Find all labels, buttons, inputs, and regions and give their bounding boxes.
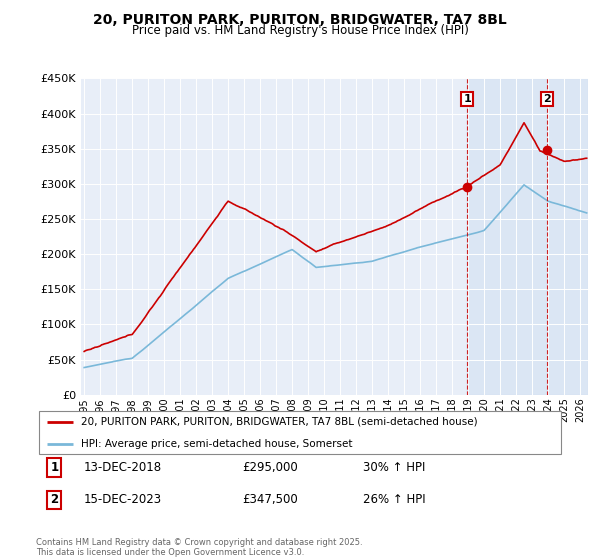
- Text: Price paid vs. HM Land Registry's House Price Index (HPI): Price paid vs. HM Land Registry's House …: [131, 24, 469, 37]
- Text: HPI: Average price, semi-detached house, Somerset: HPI: Average price, semi-detached house,…: [81, 438, 352, 449]
- Text: 15-DEC-2023: 15-DEC-2023: [83, 493, 161, 506]
- Bar: [467, 78, 588, 395]
- Text: 1: 1: [464, 94, 471, 104]
- Text: 26% ↑ HPI: 26% ↑ HPI: [364, 493, 426, 506]
- Text: Contains HM Land Registry data © Crown copyright and database right 2025.
This d: Contains HM Land Registry data © Crown c…: [36, 538, 362, 557]
- Text: 30% ↑ HPI: 30% ↑ HPI: [364, 461, 426, 474]
- FancyBboxPatch shape: [38, 411, 562, 454]
- Text: 2: 2: [544, 94, 551, 104]
- Text: 2: 2: [50, 493, 59, 506]
- Text: 20, PURITON PARK, PURITON, BRIDGWATER, TA7 8BL (semi-detached house): 20, PURITON PARK, PURITON, BRIDGWATER, T…: [81, 417, 478, 427]
- Text: 1: 1: [50, 461, 59, 474]
- Text: £295,000: £295,000: [242, 461, 298, 474]
- Text: 20, PURITON PARK, PURITON, BRIDGWATER, TA7 8BL: 20, PURITON PARK, PURITON, BRIDGWATER, T…: [93, 13, 507, 27]
- Text: £347,500: £347,500: [242, 493, 298, 506]
- Text: 13-DEC-2018: 13-DEC-2018: [83, 461, 161, 474]
